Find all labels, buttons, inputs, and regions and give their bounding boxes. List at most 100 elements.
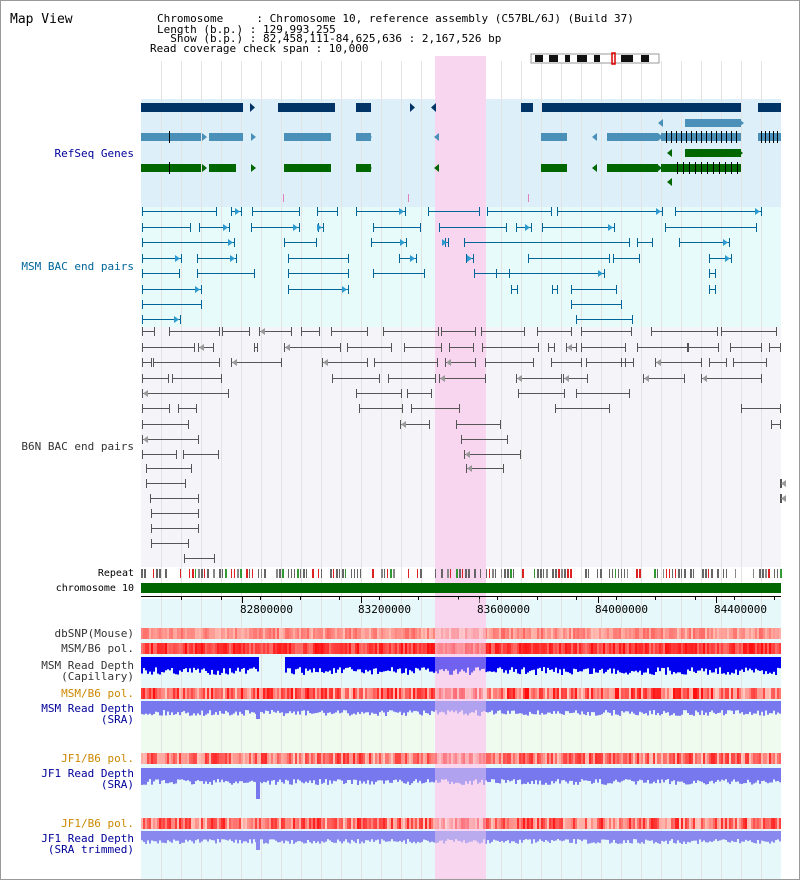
jf1-b6-pol-2-heat-cell bbox=[171, 818, 173, 829]
jf1-trimmed-depth-bar bbox=[415, 831, 417, 844]
jf1-b6-pol-2-heat-cell bbox=[511, 818, 513, 829]
msm-sra-depth-bar bbox=[683, 701, 685, 711]
b6n-bac-end-arrow bbox=[143, 390, 148, 397]
msm-capillary-depth-bar bbox=[521, 657, 523, 670]
jf1-sra-depth-bar bbox=[167, 768, 169, 784]
jf1-sra-depth-bar bbox=[515, 768, 517, 784]
jf1-trimmed-depth-bar bbox=[715, 831, 717, 840]
msm-sra-depth-bar bbox=[593, 701, 595, 713]
msm-sra-depth-bar bbox=[647, 701, 649, 716]
msm-b6-pol-heat-cell bbox=[457, 643, 459, 654]
msm-sra-depth-bar bbox=[511, 701, 513, 711]
msm-b6-pol-2-heat-cell bbox=[355, 688, 357, 699]
jf1-sra-depth-bar bbox=[507, 768, 509, 780]
dbsnp-heat-cell bbox=[551, 628, 553, 639]
msm-b6-pol-2-heat-cell bbox=[745, 688, 747, 699]
msm-b6-pol-heat-cell bbox=[383, 643, 385, 654]
dbsnp-heat-cell bbox=[335, 628, 337, 639]
jf1-b6-pol-2-heat-cell bbox=[775, 818, 777, 829]
msm-capillary-depth-bar bbox=[589, 657, 591, 675]
repeat-element bbox=[372, 569, 374, 578]
jf1-sra-depth-bar bbox=[429, 768, 431, 783]
jf1-b6-pol-2-heat-cell bbox=[583, 818, 585, 829]
dbsnp-heat-cell bbox=[643, 628, 645, 639]
msm-sra-depth-bar bbox=[173, 701, 175, 715]
msm-capillary-depth-bar bbox=[155, 657, 157, 668]
msm-b6-pol-heat-cell bbox=[319, 643, 321, 654]
jf1-b6-pol-2-heat-cell bbox=[367, 818, 369, 829]
dbsnp-track-label: dbSNP(Mouse) bbox=[54, 627, 134, 640]
jf1-b6-pol-2-heat-cell bbox=[607, 818, 609, 829]
msm-b6-pol-2-heat-cell bbox=[467, 688, 469, 699]
gene-exon bbox=[758, 103, 781, 112]
msm-b6-pol-2-heat-cell bbox=[427, 688, 429, 699]
msm-b6-pol-heat-cell bbox=[667, 643, 669, 654]
msm-b6-pol-heat-cell bbox=[653, 643, 655, 654]
dbsnp-heat-cell bbox=[519, 628, 521, 639]
repeat-element bbox=[354, 569, 355, 578]
jf1-b6-pol-heat-cell bbox=[605, 753, 607, 764]
jf1-b6-pol-2-heat-cell bbox=[445, 818, 447, 829]
msm-b6-pol-heat-cell bbox=[459, 643, 461, 654]
jf1-trimmed-depth-bar bbox=[565, 831, 567, 840]
jf1-trimmed-depth-bar bbox=[145, 831, 147, 844]
dbsnp-heat-cell bbox=[277, 628, 279, 639]
jf1-sra-depth-bar bbox=[489, 768, 491, 782]
msm-b6-pol-2-heat-cell bbox=[223, 688, 225, 699]
jf1-b6-pol-2-heat-cell bbox=[475, 818, 477, 829]
jf1-sra-depth-bar bbox=[277, 768, 279, 782]
jf1-trimmed-depth-bar bbox=[179, 831, 181, 844]
gene-exon bbox=[356, 133, 371, 141]
dbsnp-heat-cell bbox=[223, 628, 225, 639]
msm-sra-depth-bar bbox=[625, 701, 627, 712]
jf1-b6-pol-2-heat-cell bbox=[223, 818, 225, 829]
jf1-b6-pol-2-heat-cell bbox=[149, 818, 151, 829]
jf1-trimmed-depth-bar bbox=[637, 831, 639, 843]
repeat-element bbox=[537, 569, 539, 578]
jf1-trimmed-depth-bar bbox=[601, 831, 603, 840]
jf1-b6-pol-2-heat-cell bbox=[525, 818, 527, 829]
msm-capillary-depth-bar bbox=[539, 657, 541, 668]
dbsnp-heat-cell bbox=[591, 628, 593, 639]
jf1-sra-depth-bar bbox=[577, 768, 579, 785]
jf1-b6-pol-2-heat-cell bbox=[595, 818, 597, 829]
msm-b6-pol-2-heat-cell bbox=[743, 688, 745, 699]
dbsnp-heat-cell bbox=[627, 628, 629, 639]
jf1-trimmed-depth-bar bbox=[357, 831, 359, 840]
b6n-bac-end-arrow bbox=[517, 375, 522, 382]
jf1-sra-depth-bar bbox=[247, 768, 249, 783]
msm-sra-depth-bar bbox=[479, 701, 481, 716]
jf1-trimmed-depth-bar bbox=[369, 831, 371, 842]
msm-sra-depth-bar bbox=[407, 701, 409, 713]
jf1-b6-pol-heat-cell bbox=[725, 753, 727, 764]
jf1-b6-pol-heat-cell bbox=[521, 753, 523, 764]
msm-bac-end-arrow bbox=[228, 239, 233, 246]
dbsnp-heat-cell bbox=[247, 628, 249, 639]
jf1-sra-depth-bar bbox=[581, 768, 583, 780]
dbsnp-heat-cell bbox=[289, 628, 291, 639]
dbsnp-heat-cell bbox=[623, 628, 625, 639]
msm-capillary-depth-bar bbox=[401, 657, 403, 674]
jf1-b6-pol-2-heat-cell bbox=[661, 818, 663, 829]
jf1-sra-depth-bar bbox=[659, 768, 661, 784]
msm-b6-pol-heat-cell bbox=[181, 643, 183, 654]
msm-b6-pol-heat-cell bbox=[257, 643, 259, 654]
jf1-b6-pol-2-heat-cell bbox=[145, 818, 147, 829]
msm-b6-pol-heat-cell bbox=[143, 643, 145, 654]
msm-b6-pol-heat-cell bbox=[709, 643, 711, 654]
jf1-b6-pol-heat-cell bbox=[695, 753, 697, 764]
jf1-b6-pol-2-heat-cell bbox=[163, 818, 165, 829]
msm-b6-pol-heat-cell bbox=[327, 643, 329, 654]
msm-capillary-depth-bar bbox=[557, 657, 559, 674]
jf1-b6-pol-2-heat-cell bbox=[473, 818, 475, 829]
msm-b6-pol-heat-cell bbox=[717, 643, 719, 654]
msm-b6-pol-heat-cell bbox=[665, 643, 667, 654]
msm-b6-pol-2-heat-cell bbox=[629, 688, 631, 699]
jf1-b6-pol-heat-cell bbox=[701, 753, 703, 764]
jf1-sra-depth-bar bbox=[415, 768, 417, 780]
jf1-trimmed-depth-bar bbox=[559, 831, 561, 841]
msm-capillary-depth-bar bbox=[623, 657, 625, 674]
jf1-b6-pol-2-heat-cell bbox=[713, 818, 715, 829]
repeat-element bbox=[588, 569, 589, 578]
